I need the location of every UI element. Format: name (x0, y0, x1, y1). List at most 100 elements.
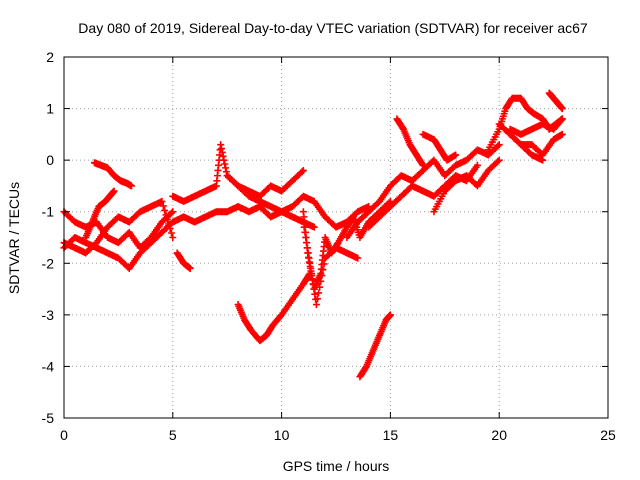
data-point (167, 209, 175, 217)
data-point (308, 270, 316, 278)
data-point (304, 249, 312, 257)
y-axis-label: SDTVAR / TECUs (6, 182, 22, 294)
data-point (299, 166, 307, 174)
data-point (221, 160, 229, 168)
series-trace-l (299, 218, 362, 309)
data-point (222, 168, 230, 176)
data-point (539, 156, 547, 164)
data-point (166, 224, 174, 232)
data-point (303, 244, 311, 252)
data-point (495, 156, 503, 164)
data-point (317, 277, 325, 285)
y-tick-label: 1 (46, 101, 54, 117)
y-tick-label: 0 (46, 152, 54, 168)
series-trace-q (419, 130, 460, 164)
series-trace-o (365, 161, 481, 231)
series-trace-c (60, 197, 177, 257)
x-tick-label: 0 (60, 427, 68, 443)
data-point (307, 264, 315, 272)
series-trace-n (343, 141, 503, 241)
data-point (310, 223, 318, 231)
series-trace-v (545, 89, 566, 113)
x-tick-label: 15 (383, 427, 399, 443)
data-point (309, 280, 317, 288)
data-point (308, 275, 316, 283)
x-tick-label: 5 (169, 427, 177, 443)
series-trace-w (517, 141, 547, 164)
data-point (299, 218, 307, 226)
data-point (219, 152, 227, 160)
data-point (218, 148, 226, 156)
data-point (301, 228, 309, 236)
data-point (558, 115, 566, 123)
data-point (163, 215, 171, 223)
series-trace-e (82, 187, 118, 241)
series-trace-f (169, 203, 318, 231)
grid-layer (64, 57, 608, 418)
data-point (222, 164, 230, 172)
data-point (220, 156, 228, 164)
series-trace-p (393, 115, 427, 169)
data-point (167, 229, 175, 237)
data-point (418, 160, 426, 168)
data-point (419, 161, 427, 169)
data-point (312, 301, 320, 309)
data-point (452, 151, 460, 159)
data-point (494, 157, 502, 165)
x-axis-label: GPS time / hours (283, 458, 390, 474)
y-tick-label: -1 (42, 204, 55, 220)
series-trace-m (356, 311, 394, 381)
data-point (473, 161, 481, 169)
data-point (319, 266, 327, 274)
data-point (110, 187, 118, 195)
data-point (495, 141, 503, 149)
data-point (316, 283, 324, 291)
data-point (217, 145, 225, 153)
data-point (354, 254, 362, 262)
data-point (310, 285, 318, 293)
data-point (558, 130, 566, 138)
series-trace-b (60, 208, 177, 252)
data-point (494, 142, 502, 150)
data-points (60, 89, 566, 381)
x-tick-label: 20 (491, 427, 507, 443)
data-point (303, 239, 311, 247)
data-point (298, 168, 306, 176)
series-trace-d (90, 159, 135, 190)
series-trace-r (430, 156, 503, 216)
y-tick-label: 2 (46, 49, 54, 65)
x-tick-label: 10 (274, 427, 290, 443)
data-point (557, 116, 565, 124)
data-point (161, 206, 169, 214)
data-point (158, 197, 166, 205)
data-point (169, 234, 177, 241)
data-point (159, 202, 167, 210)
data-point (386, 311, 394, 319)
data-point (186, 264, 194, 272)
data-point (217, 141, 225, 149)
data-point (305, 254, 313, 262)
plot-frame (63, 56, 609, 419)
data-point (302, 234, 310, 241)
series-trace-h (223, 172, 373, 231)
data-point (127, 182, 135, 190)
x-tick-label: 25 (600, 427, 616, 443)
data-point (306, 259, 314, 267)
chart-title: Day 080 of 2019, Sidereal Day-to-day VTE… (78, 20, 588, 36)
data-point (558, 105, 566, 113)
data-point (320, 260, 328, 268)
data-point (165, 220, 173, 228)
series-trace-u (506, 115, 566, 138)
y-tick-label: -4 (42, 358, 55, 374)
data-point (162, 211, 170, 219)
axis-ticks: 0 5 10 15 20 25 -5 -4 -3 -2 -1 0 1 2 (42, 49, 616, 443)
data-point (315, 289, 323, 297)
y-tick-label: -2 (42, 255, 55, 271)
data-point (311, 290, 319, 298)
data-point (318, 272, 326, 280)
series-trace-i (173, 249, 194, 272)
y-tick-label: -5 (42, 410, 55, 426)
data-point (314, 295, 322, 303)
